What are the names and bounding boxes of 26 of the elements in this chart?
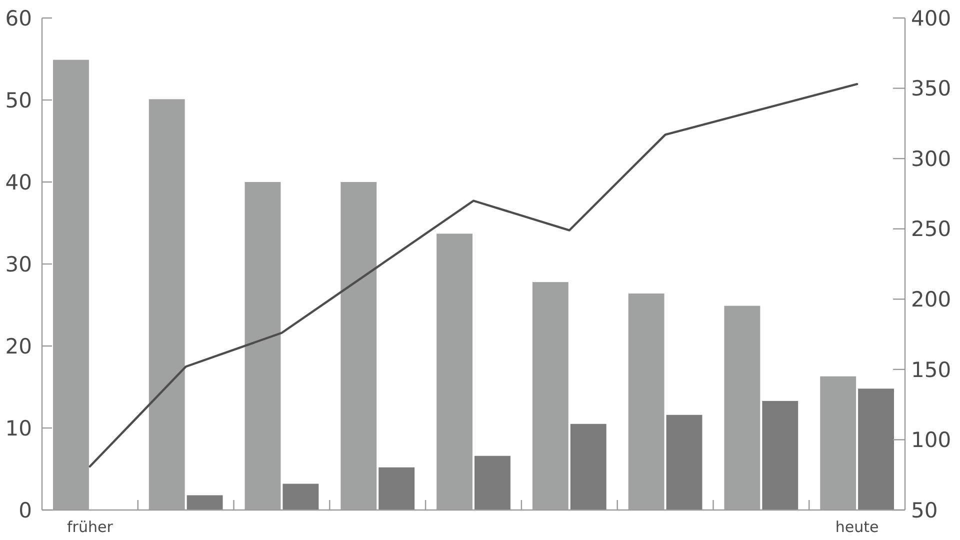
bar [762, 400, 798, 510]
y2-tick-label: 100 [911, 428, 952, 452]
y2-tick-label: 250 [911, 217, 952, 242]
bar [570, 424, 606, 510]
y2-tick-label: 200 [911, 287, 952, 312]
y-tick-label: 40 [5, 170, 32, 194]
bar [858, 388, 894, 510]
y-tick-label: 30 [5, 252, 32, 276]
y2-tick-label: 300 [911, 146, 952, 171]
y-tick-label: 60 [5, 6, 32, 30]
y-tick-label: 50 [5, 88, 32, 112]
x-tick-label: heute [835, 518, 879, 536]
bar [186, 495, 223, 510]
line-series [88, 82, 858, 468]
y2-tick-label: 150 [911, 358, 952, 382]
y-tick-label: 20 [5, 334, 32, 358]
bar [282, 484, 319, 510]
y-tick-label: 10 [5, 416, 32, 440]
y2-tick-label: 50 [911, 498, 938, 522]
bar [378, 467, 415, 510]
y2-tick-label: 350 [911, 76, 952, 101]
x-tick-label: früher [67, 518, 114, 536]
y-tick-label: 0 [18, 498, 32, 522]
bar [474, 456, 510, 510]
bar [666, 414, 702, 510]
y2-tick-label: 400 [911, 6, 952, 30]
